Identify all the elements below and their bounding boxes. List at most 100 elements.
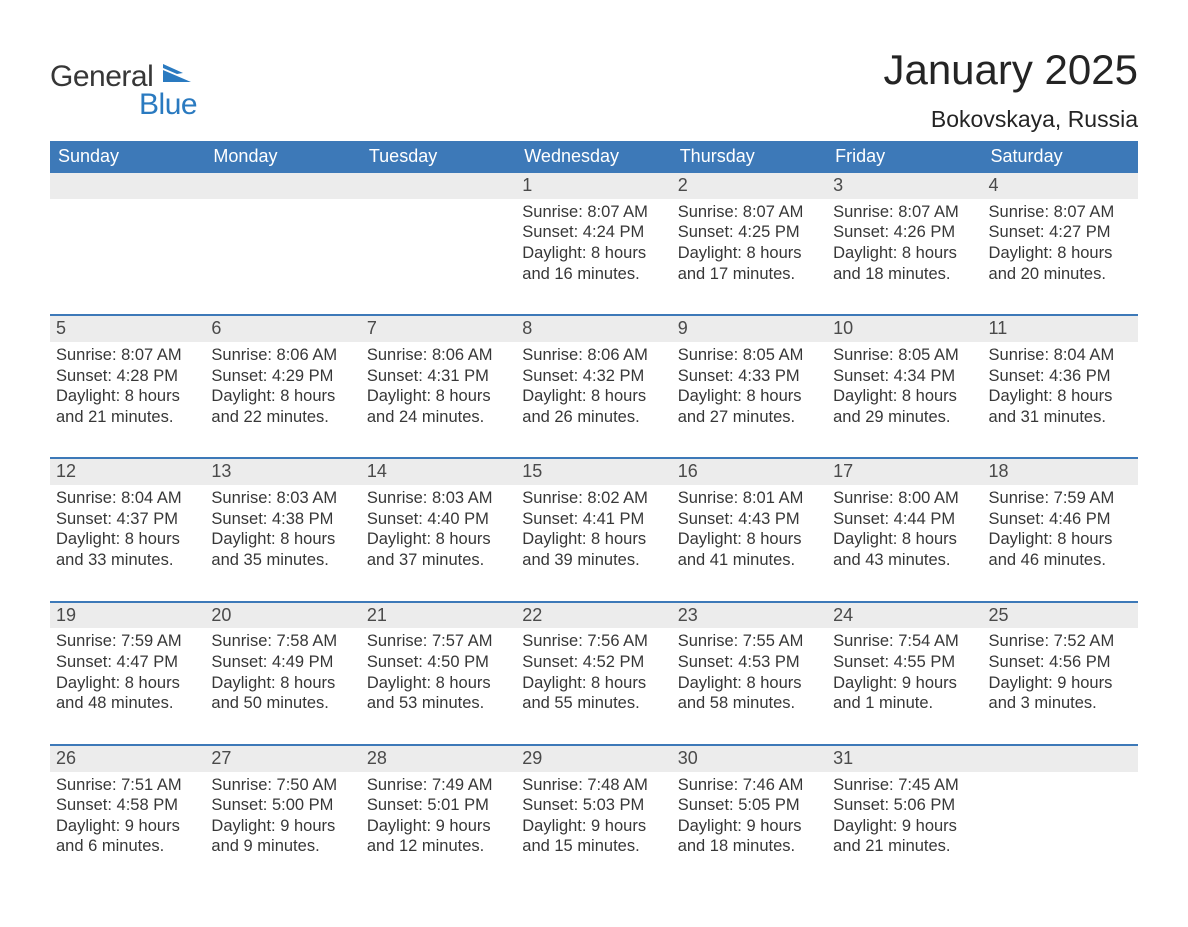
day-body: Sunrise: 8:07 AMSunset: 4:26 PMDaylight:…	[827, 199, 982, 315]
day-sunset: Sunset: 4:44 PM	[833, 509, 976, 530]
day-daylight1: Daylight: 9 hours	[522, 816, 665, 837]
day-sunset: Sunset: 4:38 PM	[211, 509, 354, 530]
day-sunset: Sunset: 4:24 PM	[522, 222, 665, 243]
day-body: Sunrise: 7:49 AMSunset: 5:01 PMDaylight:…	[361, 772, 516, 888]
day-sunset: Sunset: 4:25 PM	[678, 222, 821, 243]
day-number: 27	[205, 746, 360, 772]
day-header: Thursday	[672, 141, 827, 173]
calendar-cell: 4Sunrise: 8:07 AMSunset: 4:27 PMDaylight…	[983, 173, 1138, 315]
day-number: 3	[827, 173, 982, 199]
calendar-cell	[361, 173, 516, 315]
day-sunrise: Sunrise: 8:06 AM	[522, 345, 665, 366]
day-body: Sunrise: 7:59 AMSunset: 4:46 PMDaylight:…	[983, 485, 1138, 601]
day-body	[361, 199, 516, 295]
day-body: Sunrise: 8:06 AMSunset: 4:31 PMDaylight:…	[361, 342, 516, 458]
brand-logo: General Blue	[50, 48, 195, 120]
day-body: Sunrise: 8:04 AMSunset: 4:37 PMDaylight:…	[50, 485, 205, 601]
day-daylight1: Daylight: 8 hours	[56, 529, 199, 550]
day-body: Sunrise: 8:00 AMSunset: 4:44 PMDaylight:…	[827, 485, 982, 601]
calendar-cell: 8Sunrise: 8:06 AMSunset: 4:32 PMDaylight…	[516, 315, 671, 458]
day-daylight2: and 37 minutes.	[367, 550, 510, 571]
day-daylight2: and 17 minutes.	[678, 264, 821, 285]
day-sunset: Sunset: 4:55 PM	[833, 652, 976, 673]
day-daylight2: and 21 minutes.	[56, 407, 199, 428]
day-number	[50, 173, 205, 199]
day-daylight1: Daylight: 8 hours	[522, 529, 665, 550]
day-number: 18	[983, 459, 1138, 485]
day-sunset: Sunset: 5:01 PM	[367, 795, 510, 816]
day-daylight2: and 31 minutes.	[989, 407, 1132, 428]
calendar-cell: 7Sunrise: 8:06 AMSunset: 4:31 PMDaylight…	[361, 315, 516, 458]
day-sunrise: Sunrise: 8:02 AM	[522, 488, 665, 509]
day-sunset: Sunset: 5:03 PM	[522, 795, 665, 816]
day-number: 1	[516, 173, 671, 199]
day-header: Tuesday	[361, 141, 516, 173]
calendar-cell	[50, 173, 205, 315]
day-number: 14	[361, 459, 516, 485]
day-daylight1: Daylight: 8 hours	[989, 529, 1132, 550]
day-body: Sunrise: 8:06 AMSunset: 4:29 PMDaylight:…	[205, 342, 360, 458]
day-body: Sunrise: 8:06 AMSunset: 4:32 PMDaylight:…	[516, 342, 671, 458]
day-sunrise: Sunrise: 7:58 AM	[211, 631, 354, 652]
day-daylight1: Daylight: 9 hours	[833, 673, 976, 694]
day-sunrise: Sunrise: 7:55 AM	[678, 631, 821, 652]
day-number: 28	[361, 746, 516, 772]
calendar-cell: 10Sunrise: 8:05 AMSunset: 4:34 PMDayligh…	[827, 315, 982, 458]
day-sunrise: Sunrise: 8:04 AM	[56, 488, 199, 509]
day-daylight2: and 29 minutes.	[833, 407, 976, 428]
day-number: 5	[50, 316, 205, 342]
day-body: Sunrise: 7:58 AMSunset: 4:49 PMDaylight:…	[205, 628, 360, 744]
day-header: Friday	[827, 141, 982, 173]
calendar-cell: 30Sunrise: 7:46 AMSunset: 5:05 PMDayligh…	[672, 745, 827, 887]
calendar-table: SundayMondayTuesdayWednesdayThursdayFrid…	[50, 141, 1138, 887]
day-sunset: Sunset: 4:29 PM	[211, 366, 354, 387]
day-daylight2: and 16 minutes.	[522, 264, 665, 285]
calendar-thead: SundayMondayTuesdayWednesdayThursdayFrid…	[50, 141, 1138, 173]
day-sunrise: Sunrise: 7:45 AM	[833, 775, 976, 796]
calendar-cell: 15Sunrise: 8:02 AMSunset: 4:41 PMDayligh…	[516, 458, 671, 601]
day-body: Sunrise: 8:03 AMSunset: 4:40 PMDaylight:…	[361, 485, 516, 601]
calendar-cell: 20Sunrise: 7:58 AMSunset: 4:49 PMDayligh…	[205, 602, 360, 745]
day-daylight1: Daylight: 8 hours	[833, 529, 976, 550]
day-sunset: Sunset: 4:53 PM	[678, 652, 821, 673]
logo-word-general: General	[50, 60, 153, 93]
header: General Blue January 2025 Bokovskaya, Ru…	[50, 48, 1138, 133]
day-daylight2: and 33 minutes.	[56, 550, 199, 571]
day-number: 8	[516, 316, 671, 342]
day-daylight2: and 24 minutes.	[367, 407, 510, 428]
day-daylight2: and 46 minutes.	[989, 550, 1132, 571]
day-sunrise: Sunrise: 7:59 AM	[989, 488, 1132, 509]
day-daylight1: Daylight: 8 hours	[211, 529, 354, 550]
calendar-week: 12Sunrise: 8:04 AMSunset: 4:37 PMDayligh…	[50, 458, 1138, 601]
day-header: Wednesday	[516, 141, 671, 173]
day-sunrise: Sunrise: 7:52 AM	[989, 631, 1132, 652]
day-number: 13	[205, 459, 360, 485]
page-title: January 2025	[883, 48, 1138, 92]
calendar-cell: 17Sunrise: 8:00 AMSunset: 4:44 PMDayligh…	[827, 458, 982, 601]
day-daylight2: and 18 minutes.	[678, 836, 821, 857]
day-body: Sunrise: 8:02 AMSunset: 4:41 PMDaylight:…	[516, 485, 671, 601]
day-daylight2: and 41 minutes.	[678, 550, 821, 571]
day-daylight1: Daylight: 9 hours	[989, 673, 1132, 694]
day-number: 11	[983, 316, 1138, 342]
day-daylight2: and 18 minutes.	[833, 264, 976, 285]
day-sunrise: Sunrise: 7:50 AM	[211, 775, 354, 796]
day-daylight1: Daylight: 8 hours	[211, 386, 354, 407]
day-sunset: Sunset: 5:06 PM	[833, 795, 976, 816]
day-daylight1: Daylight: 8 hours	[989, 386, 1132, 407]
day-daylight2: and 21 minutes.	[833, 836, 976, 857]
day-daylight2: and 35 minutes.	[211, 550, 354, 571]
logo-word-blue: Blue	[50, 89, 197, 121]
day-daylight2: and 58 minutes.	[678, 693, 821, 714]
calendar-cell: 19Sunrise: 7:59 AMSunset: 4:47 PMDayligh…	[50, 602, 205, 745]
day-number	[205, 173, 360, 199]
day-daylight1: Daylight: 8 hours	[678, 386, 821, 407]
day-daylight2: and 15 minutes.	[522, 836, 665, 857]
day-sunrise: Sunrise: 8:03 AM	[211, 488, 354, 509]
day-number: 20	[205, 603, 360, 629]
day-number: 21	[361, 603, 516, 629]
day-number: 16	[672, 459, 827, 485]
day-sunset: Sunset: 4:47 PM	[56, 652, 199, 673]
day-sunrise: Sunrise: 8:05 AM	[678, 345, 821, 366]
day-sunrise: Sunrise: 7:57 AM	[367, 631, 510, 652]
